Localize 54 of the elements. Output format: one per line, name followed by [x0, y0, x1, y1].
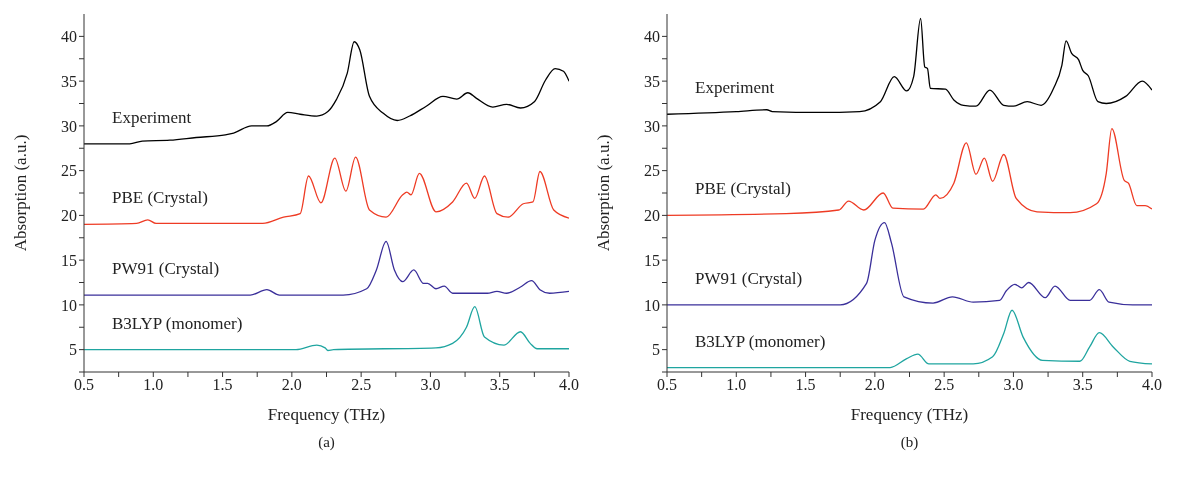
x-tick-label: 3.5 [1072, 376, 1093, 394]
x-axis-title: Frequency (THz) [850, 405, 969, 424]
y-tick-label: 30 [61, 117, 77, 135]
x-tick-label: 2.0 [864, 376, 885, 394]
y-tick-label: 30 [644, 117, 660, 135]
line-series [84, 240, 569, 296]
line-series [84, 156, 569, 225]
y-tick-label: 35 [61, 72, 77, 90]
series-label: Experiment [112, 107, 192, 128]
x-tick-label: 0.5 [657, 376, 677, 394]
x-tick-label: 2.0 [281, 376, 302, 394]
y-axis-title: Absorption (a.u.) [11, 134, 31, 252]
series-label: Experiment [695, 78, 775, 99]
y-tick-label: 40 [644, 28, 660, 46]
y-tick-label: 15 [644, 251, 660, 269]
x-tick-label: 3.0 [420, 376, 441, 394]
line-series [84, 306, 569, 352]
y-tick-label: 20 [61, 207, 77, 225]
y-tick-label: 35 [644, 72, 660, 90]
x-tick-label: 4.0 [1142, 376, 1162, 394]
line-series [667, 221, 1152, 306]
x-tick-label: 3.0 [1003, 376, 1024, 394]
y-tick-label: 10 [644, 296, 660, 314]
x-axis-title: Frequency (THz) [267, 405, 386, 424]
x-tick-label: 2.5 [934, 376, 955, 394]
series-label: B3LYP (monomer) [695, 331, 826, 352]
y-tick-label: 40 [61, 28, 77, 46]
y-tick-label: 25 [644, 162, 660, 180]
x-tick-label: 1.0 [143, 376, 164, 394]
line-series [84, 41, 569, 145]
series-label: B3LYP (monomer) [112, 313, 243, 334]
y-axis-title: Absorption (a.u.) [594, 134, 614, 252]
series-label: PBE (Crystal) [695, 179, 791, 200]
line-series [667, 127, 1152, 217]
line-series [667, 309, 1152, 369]
x-tick-label: 4.0 [559, 376, 579, 394]
x-tick-label: 0.5 [74, 376, 94, 394]
x-tick-label: 1.0 [726, 376, 747, 394]
y-tick-label: 20 [644, 207, 660, 225]
y-tick-label: 10 [61, 296, 77, 314]
x-tick-label: 1.5 [212, 376, 233, 394]
x-tick-label: 2.5 [351, 376, 372, 394]
x-tick-label: 1.5 [795, 376, 816, 394]
text: (b) [899, 434, 920, 451]
line-series [667, 17, 1152, 115]
series-label: PW91 (Crystal) [112, 259, 220, 280]
series-label: PW91 (Crystal) [695, 268, 803, 289]
series-label: PBE (Crystal) [112, 188, 208, 209]
y-tick-label: 15 [61, 251, 77, 269]
y-tick-label: 25 [61, 162, 77, 180]
text: (a) [317, 434, 336, 451]
y-tick-label: 5 [69, 341, 77, 359]
y-tick-label: 5 [652, 341, 660, 359]
x-tick-label: 3.5 [489, 376, 510, 394]
